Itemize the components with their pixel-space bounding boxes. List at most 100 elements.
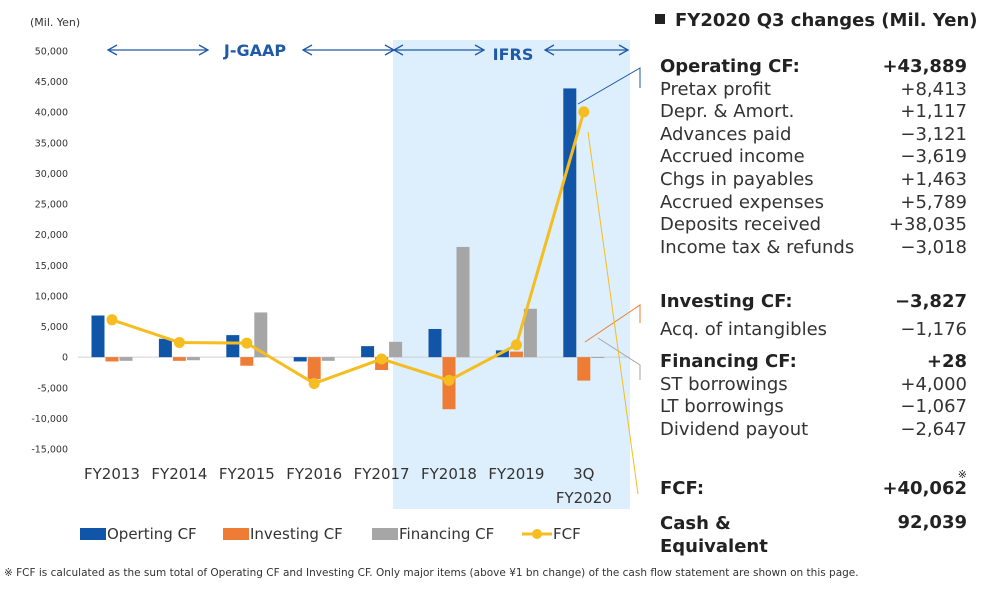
cash-value: 92,039 [897, 512, 967, 533]
operating-cf-item-value: +1,117 [900, 101, 967, 123]
cash-row: Cash & Equivalent 92,039 [660, 512, 967, 558]
x-tick-label: 3Q [573, 465, 594, 483]
operating-cf-item-label: Deposits received [660, 214, 822, 236]
operating-cf-item-label: Pretax profit [660, 78, 771, 100]
fcf-point [106, 314, 118, 326]
financing-cf-label: Financing CF: [660, 351, 797, 372]
fcf-value: +40,062 [882, 478, 967, 499]
financing-cf-item: Dividend payout −2,647 [660, 419, 967, 442]
jgaap-label: J-GAAP [223, 41, 286, 60]
financing-cf-header: Financing CF: +28 [660, 351, 967, 374]
operting-cf-bar [226, 335, 240, 358]
operating-cf-label: Operating CF: [660, 56, 800, 77]
y-tick-label: 45,000 [35, 77, 68, 88]
operating-cf-item: Depr. & Amort. +1,117 [660, 101, 967, 124]
y-tick-label: 20,000 [35, 230, 68, 241]
financing-cf-item-label: ST borrowings [660, 373, 788, 395]
operting-cf-bar [91, 315, 105, 358]
fcf-point [173, 336, 185, 348]
operating-cf-item-value: +8,413 [900, 78, 967, 100]
y-tick-label: 0 [62, 353, 68, 364]
financing-cf-bar [456, 246, 470, 358]
y-tick-label: 30,000 [35, 169, 68, 180]
investing-cf-group: Investing CF: −3,827 Acq. of intangibles… [660, 291, 967, 341]
y-tick-label: 25,000 [35, 200, 68, 211]
legend-label: FCF [553, 525, 581, 543]
fcf-value-wrap: ※ +40,062 [882, 468, 967, 501]
investing-cf-label: Investing CF: [660, 291, 793, 312]
legend-label: Financing CF [399, 525, 494, 543]
operating-cf-item: Advances paid −3,121 [660, 124, 967, 147]
y-tick-label: 40,000 [35, 108, 68, 119]
fcf-point [308, 377, 320, 389]
financing-cf-item-label: LT borrowings [660, 396, 784, 418]
legend-swatch [80, 528, 106, 540]
financing-cf-items: ST borrowings +4,000 LT borrowings −1,067 Di… [660, 374, 967, 442]
investing-cf-bar [172, 357, 186, 361]
y-tick-label: 10,000 [35, 291, 68, 302]
x-tick-label: FY2019 [488, 465, 544, 483]
fcf-group: FCF: ※ +40,062 [660, 468, 967, 501]
fcf-line [111, 111, 586, 386]
investing-cf-item-label: Acq. of intangibles [660, 318, 828, 340]
operating-cf-item: Pretax profit +8,413 [660, 79, 967, 102]
panel-title-text: FY2020 Q3 changes (Mil. Yen) [675, 10, 978, 31]
operating-cf-item-label: Depr. & Amort. [660, 101, 795, 123]
financing-cf-bar [186, 357, 200, 361]
financing-cf-item-value: −2,647 [900, 418, 967, 440]
operating-cf-item: Deposits received +38,035 [660, 214, 967, 237]
financing-cf-bar [321, 357, 335, 361]
operating-cf-item-label: Chgs in payables [660, 168, 814, 190]
callout-connectors [577, 67, 641, 495]
operating-cf-value: +43,889 [882, 56, 967, 77]
fcf-row: FCF: ※ +40,062 [660, 468, 967, 501]
operating-cf-item: Accrued income −3,619 [660, 146, 967, 169]
ifrs-label: IFRS [493, 45, 534, 64]
financing-cf-item-value: −1,067 [900, 396, 967, 418]
x-tick-label: FY2016 [286, 465, 342, 483]
investing-cf-bar [240, 357, 254, 366]
financing-cf-bar [254, 312, 268, 358]
financing-cf-group: Financing CF: +28 ST borrowings +4,000 LT … [660, 351, 967, 441]
x-tick-label: FY2017 [354, 465, 410, 483]
operating-cf-item-label: Advances paid [660, 123, 792, 145]
financing-cf-item: LT borrowings −1,067 [660, 396, 967, 419]
legend-label: Operting CF [107, 525, 197, 543]
legend-label: Investing CF [250, 525, 343, 543]
financing-cf-bar [591, 356, 605, 358]
financing-cf-item-value: +4,000 [900, 373, 967, 395]
financing-cf-bar [119, 357, 133, 361]
financing-cf-item-label: Dividend payout [660, 418, 809, 440]
operating-cf-items: Pretax profit +8,413 Depr. & Amort. +1,117 A… [660, 79, 967, 260]
investing-cf-item: Acq. of intangibles −1,176 [660, 319, 967, 342]
investing-cf-bar [105, 357, 119, 362]
fcf-note-mark: ※ [957, 468, 967, 481]
x-tick-label: FY2014 [151, 465, 207, 483]
investing-cf-bar [577, 357, 591, 381]
y-tick-label: -10,000 [31, 414, 68, 425]
operating-cf-item-label: Accrued income [660, 146, 805, 168]
operting-cf-bar [428, 328, 442, 358]
y-axis: 50,000 45,000 40,000 35,000 30,000 25,000 20,0… [31, 47, 630, 456]
operting-cf-bar [563, 88, 577, 358]
y-tick-label: -15,000 [31, 445, 68, 456]
investing-connector [584, 304, 641, 343]
arrow-right-icon [474, 44, 486, 56]
operating-cf-item: Chgs in payables +1,463 [660, 169, 967, 192]
arrow-left-icon [301, 44, 313, 56]
x-tick-label: FY2015 [219, 465, 275, 483]
fcf-point [578, 106, 590, 118]
operating-cf-item: Accrued expenses +5,789 [660, 192, 967, 215]
y-tick-label: -5,000 [37, 383, 68, 394]
legend: Operting CF Investing CF Financing CF FCF [80, 525, 581, 543]
operting-cf-bar [361, 346, 375, 358]
unit-label: (Mil. Yen) [30, 16, 80, 29]
footnote: ※ FCF is calculated as the sum total of … [4, 567, 859, 579]
financing-cf-bar [389, 341, 403, 358]
operting-cf-bar [158, 338, 172, 358]
operating-cf-item-label: Income tax & refunds [660, 236, 855, 258]
financing-connector [597, 337, 641, 380]
operating-cf-item-label: Accrued expenses [660, 191, 824, 213]
fcf-point [376, 353, 388, 365]
x-tick-label: FY2013 [84, 465, 140, 483]
